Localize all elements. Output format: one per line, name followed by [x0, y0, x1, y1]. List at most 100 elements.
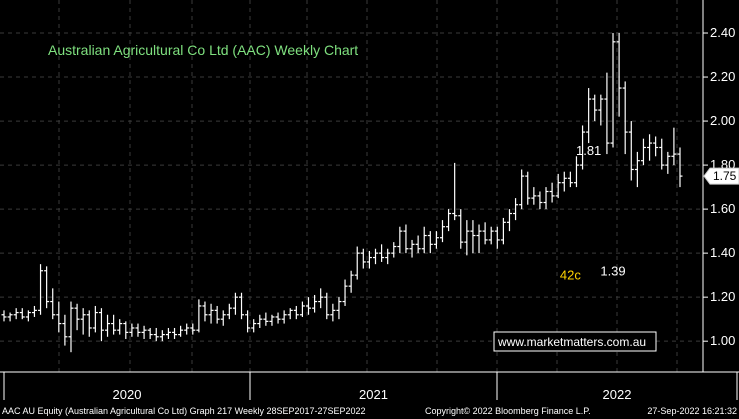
- ohlc-bar: [610, 33, 616, 148]
- ohlc-bar: [385, 248, 391, 265]
- ohlc-bar: [98, 308, 104, 342]
- ohlc-bar: [604, 72, 610, 155]
- footer-left: AAC AU Equity (Australian Agricultural C…: [2, 406, 366, 416]
- ohlc-bar: [476, 224, 482, 254]
- ohlc-bars: [1, 33, 683, 353]
- ohlc-bar: [299, 301, 305, 317]
- ohlc-bar: [354, 246, 360, 280]
- ohlc-bar: [634, 151, 640, 188]
- ohlc-bar: [640, 138, 646, 166]
- footer-timestamp: 27-Sep-2022 16:21:32: [647, 406, 737, 416]
- ohlc-bar: [68, 301, 74, 353]
- x-period-label: 2021: [359, 387, 388, 402]
- ohlc-bar: [525, 171, 531, 205]
- ohlc-bar: [342, 279, 348, 306]
- ohlc-bar: [80, 308, 86, 335]
- footer-copyright: Copyright© 2022 Bloomberg Finance L.P.: [425, 406, 591, 416]
- ohlc-bar: [665, 151, 671, 174]
- ohlc-bar: [31, 305, 37, 317]
- ohlc-bar: [275, 312, 281, 324]
- ohlc-bar: [519, 169, 525, 210]
- ohlc-bar: [555, 173, 561, 199]
- ohlc-bar: [433, 231, 439, 249]
- ohlc-bar: [220, 310, 226, 326]
- ohlc-bar: [598, 94, 604, 126]
- ohlc-bar: [56, 301, 62, 333]
- ohlc-bar: [549, 182, 555, 203]
- x-period-label: 2022: [603, 387, 632, 402]
- ohlc-bar: [567, 171, 573, 188]
- ohlc-bar: [561, 171, 567, 192]
- ohlc-bar: [366, 250, 372, 269]
- ohlc-bar: [129, 323, 135, 337]
- ohlc-bar: [196, 299, 202, 333]
- ohlc-bar: [232, 292, 238, 315]
- y-tick-label: 1.20: [710, 289, 735, 304]
- ohlc-bar: [592, 94, 598, 122]
- ohlc-bar: [446, 209, 452, 232]
- ohlc-bar: [135, 323, 141, 337]
- ohlc-bar: [415, 235, 421, 254]
- ohlc-bar: [38, 264, 44, 315]
- ohlc-bar: [573, 156, 579, 188]
- ohlc-bar: [403, 224, 409, 254]
- ohlc-bar: [324, 292, 330, 320]
- ohlc-bar: [628, 121, 634, 181]
- ohlc-bar: [226, 303, 232, 320]
- ohlc-bar: [488, 226, 494, 245]
- ohlc-bar: [159, 330, 165, 342]
- ohlc-bar: [257, 314, 263, 328]
- ohlc-bar: [281, 310, 287, 324]
- ohlc-bar: [214, 305, 220, 324]
- ohlc-bar: [458, 209, 464, 249]
- ohlc-bar: [105, 314, 111, 337]
- ohlc-bar: [44, 266, 50, 309]
- ohlc-bar: [537, 191, 543, 210]
- x-period-labels: 2020 2021 2022: [3, 372, 738, 402]
- ohlc-bar: [427, 231, 433, 254]
- y-tick-label: 1.00: [710, 333, 735, 348]
- ohlc-bar: [92, 305, 98, 333]
- ohlc-bar: [439, 220, 445, 243]
- annotation-label: 42c: [560, 268, 581, 283]
- ohlc-bar: [208, 303, 214, 324]
- ohlc-bar: [494, 226, 500, 249]
- annotation-label: 1.81: [576, 143, 601, 158]
- ohlc-bar: [251, 319, 257, 333]
- ohlc-bar: [659, 138, 665, 170]
- last-price-badge: 1.75: [703, 167, 739, 185]
- y-tick-label: 1.60: [710, 201, 735, 216]
- ohlc-bar: [677, 147, 683, 188]
- y-tick-label: 2.20: [710, 69, 735, 84]
- watermark-box: www.marketmatters.com.au: [493, 331, 657, 352]
- ohlc-bar: [464, 220, 470, 256]
- ohlc-bar: [7, 312, 13, 322]
- ohlc-bar: [263, 312, 269, 326]
- ohlc-bar: [586, 88, 592, 144]
- ohlc-bar: [19, 308, 25, 320]
- ohlc-bar: [239, 292, 245, 320]
- ohlc-bar: [622, 81, 628, 155]
- ohlc-bar: [452, 162, 458, 221]
- x-period-label: 2020: [113, 387, 142, 402]
- ohlc-bar: [580, 125, 586, 170]
- ohlc-bar: [111, 314, 117, 335]
- ohlc-bar: [306, 297, 312, 315]
- ohlc-bar: [336, 297, 342, 320]
- ohlc-bar: [62, 314, 68, 346]
- ohlc-bar: [409, 239, 415, 258]
- annotation-label: 1.39: [600, 263, 625, 278]
- ohlc-bar: [153, 327, 159, 342]
- ohlc-bar: [421, 226, 427, 254]
- ohlc-bar: [141, 325, 147, 339]
- ohlc-bar: [190, 323, 196, 335]
- y-tick-label: 2.40: [710, 25, 735, 40]
- ohlc-bar: [379, 244, 385, 262]
- ohlc-bar: [348, 270, 354, 293]
- ohlc-bar: [318, 288, 324, 309]
- ohlc-bar: [293, 305, 299, 320]
- ohlc-bar: [165, 327, 171, 339]
- ohlc-bar: [513, 198, 519, 221]
